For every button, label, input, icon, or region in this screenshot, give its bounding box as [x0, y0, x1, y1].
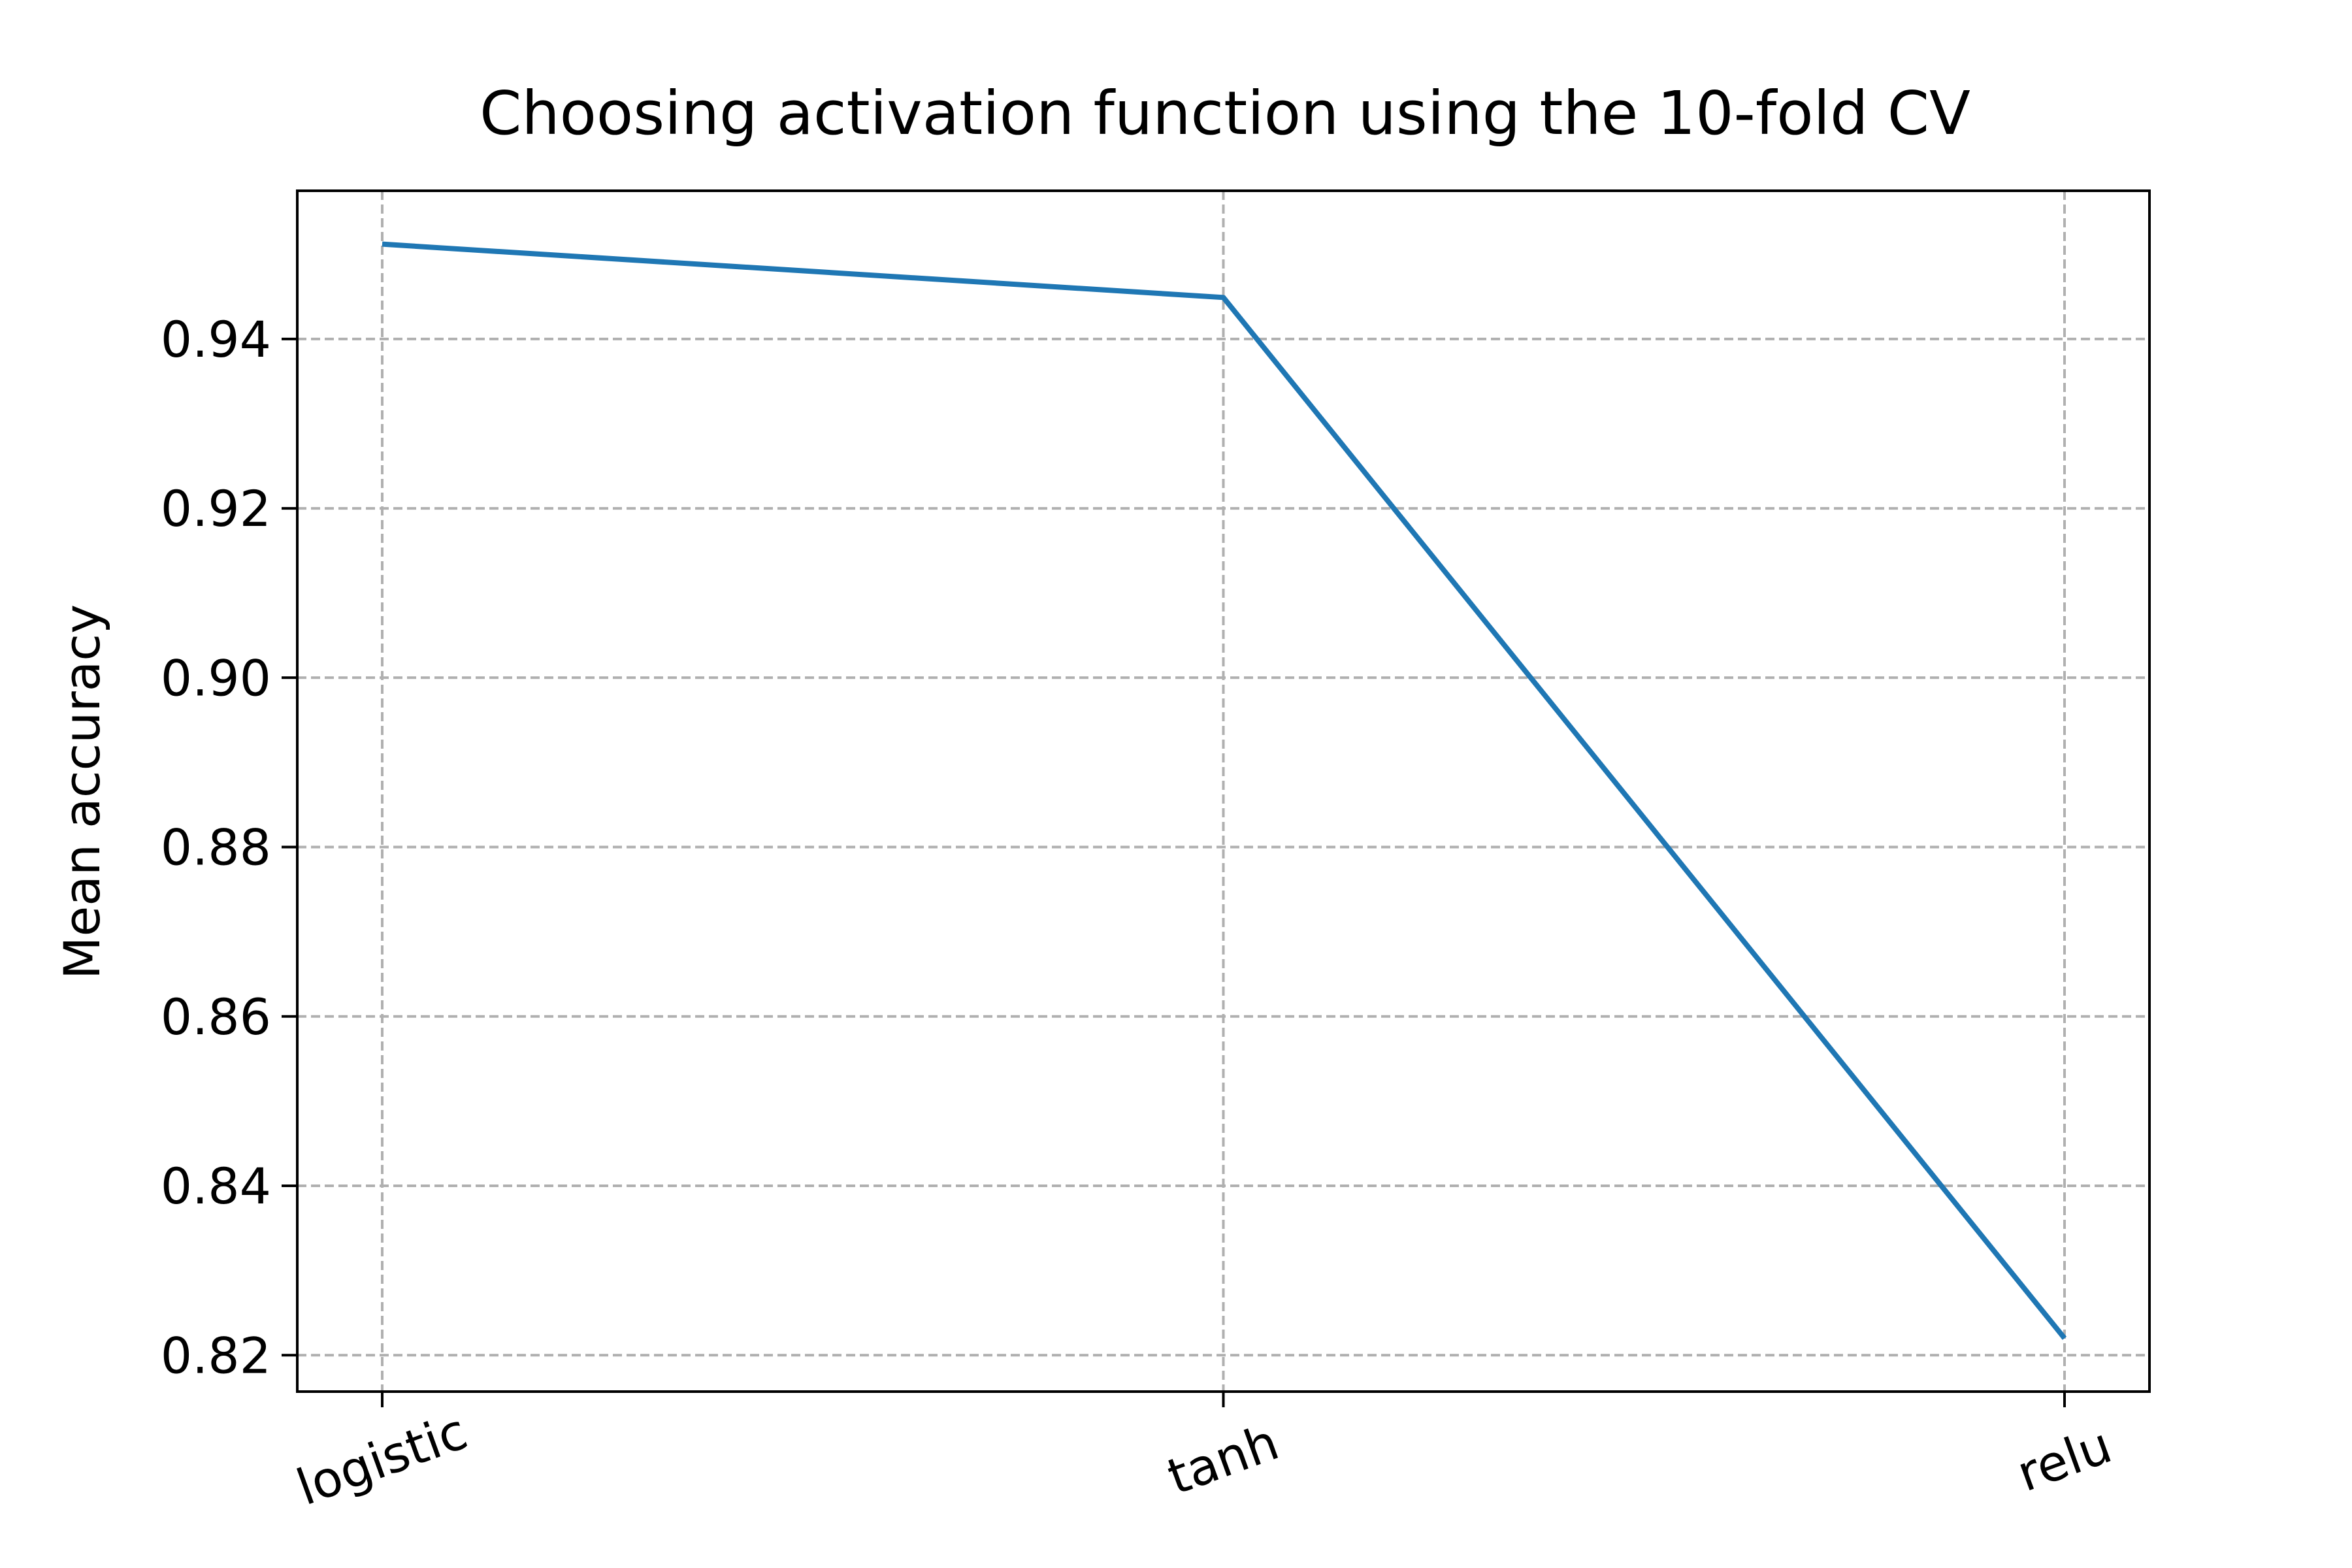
y-tick-label: 0.92 — [161, 480, 271, 538]
series-group — [382, 241, 2067, 1340]
y-tick-labels: 0.82 0.84 0.86 0.88 0.90 0.92 0.94 — [161, 310, 271, 1384]
y-axis-label: Mean accuracy — [53, 604, 111, 979]
y-tick-label: 0.90 — [161, 649, 271, 707]
grid — [297, 191, 2149, 1392]
y-tick-label: 0.94 — [161, 310, 271, 368]
y-tick-label: 0.84 — [161, 1157, 271, 1215]
y-tick-label: 0.82 — [161, 1326, 271, 1384]
chart-title: Choosing activation function using the 1… — [480, 78, 1970, 148]
y-tick-label: 0.86 — [161, 988, 271, 1046]
y-tick-label: 0.88 — [161, 819, 271, 877]
series-line — [382, 241, 2067, 1340]
ticks — [282, 337, 2066, 1407]
